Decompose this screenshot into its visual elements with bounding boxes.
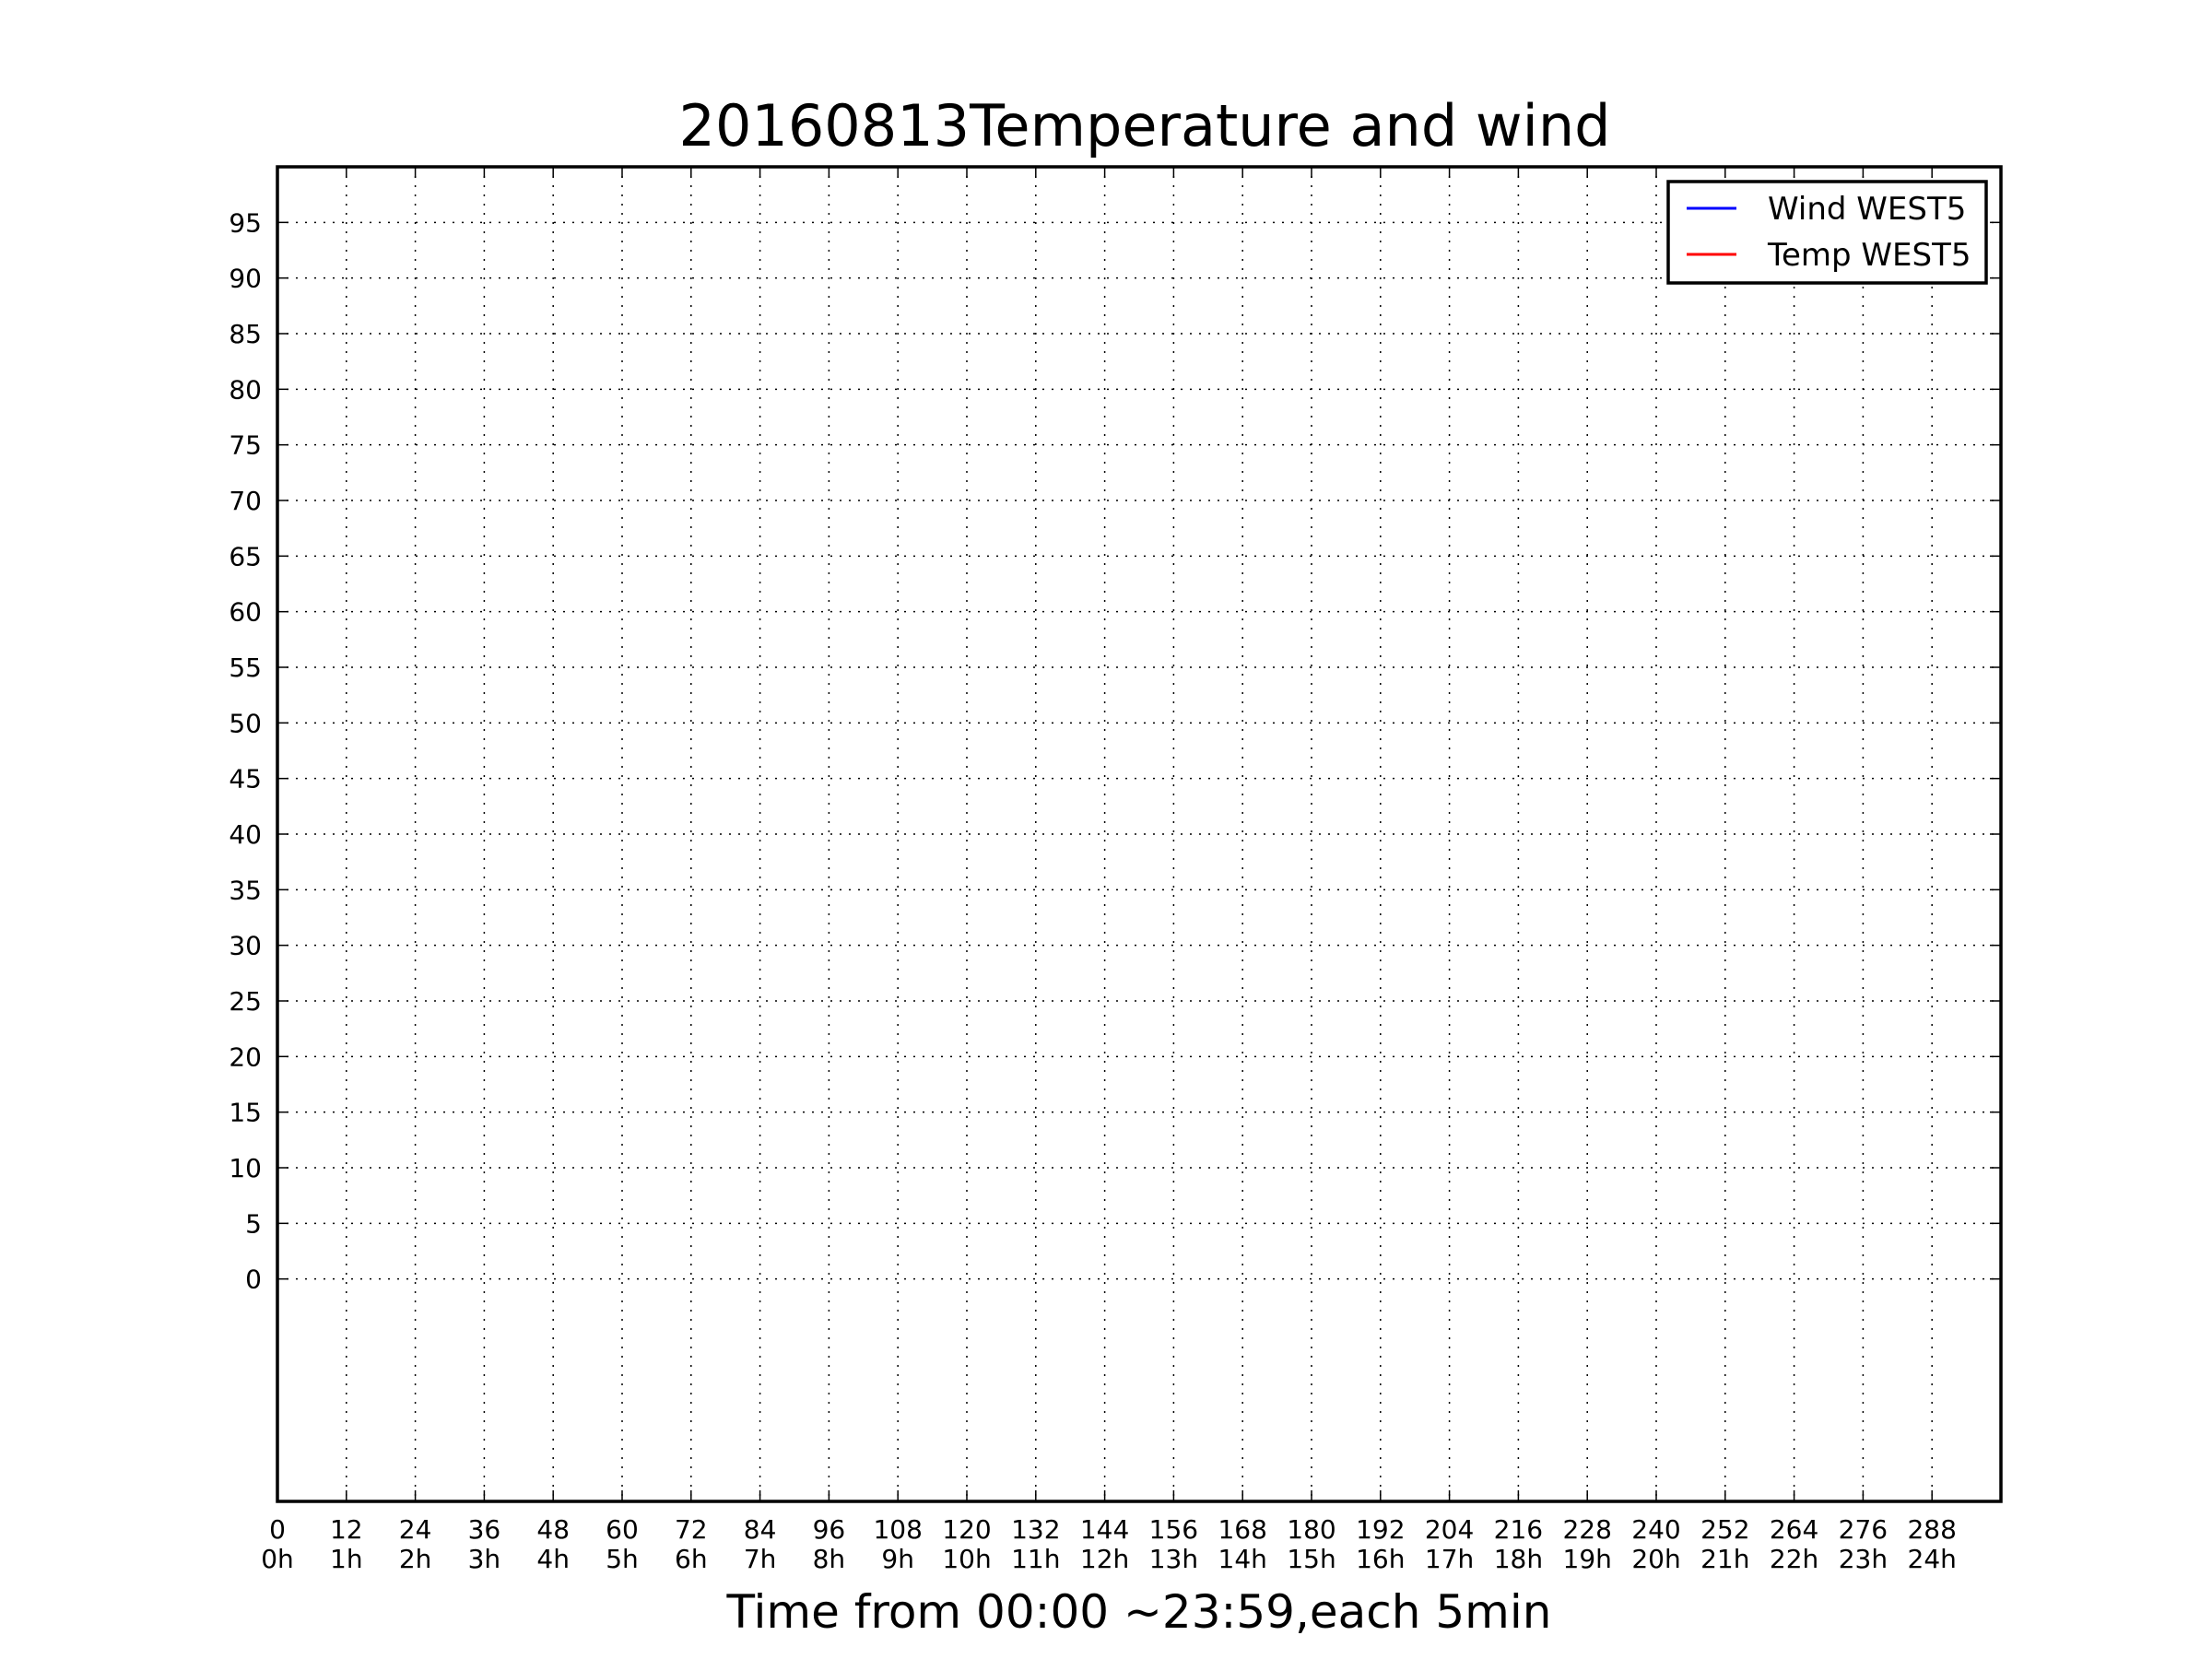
x-tick-label: 96	[813, 1514, 846, 1545]
axis-ticks: 00h121h242h363h484h605h726h847h968h1089h…	[229, 167, 2001, 1574]
legend-label-wind: Wind WEST5	[1768, 191, 1966, 228]
x-tick-label: 24	[399, 1514, 432, 1545]
y-tick-label: 10	[229, 1153, 262, 1183]
legend: Wind WEST5 Temp WEST5	[1666, 180, 1988, 285]
x-tick-sublabel: 2h	[399, 1544, 432, 1574]
y-tick-label: 65	[229, 541, 262, 571]
y-tick-label: 35	[229, 875, 262, 905]
x-tick-sublabel: 13h	[1149, 1544, 1198, 1574]
x-tick-sublabel: 18h	[1494, 1544, 1543, 1574]
x-tick-label: 120	[942, 1514, 991, 1545]
x-tick-label: 0	[269, 1514, 286, 1545]
y-tick-label: 45	[229, 764, 262, 794]
x-tick-sublabel: 6h	[675, 1544, 708, 1574]
x-tick-sublabel: 8h	[813, 1544, 846, 1574]
x-tick-sublabel: 12h	[1080, 1544, 1129, 1574]
y-tick-label: 0	[245, 1265, 262, 1295]
grid-lines	[277, 167, 2001, 1501]
x-tick-sublabel: 20h	[1631, 1544, 1680, 1574]
x-tick-sublabel: 9h	[881, 1544, 914, 1574]
y-tick-label: 40	[229, 819, 262, 850]
y-tick-label: 75	[229, 430, 262, 461]
x-tick-label: 276	[1839, 1514, 1888, 1545]
x-tick-label: 180	[1287, 1514, 1335, 1545]
x-tick-sublabel: 0h	[261, 1544, 294, 1574]
x-tick-label: 168	[1218, 1514, 1266, 1545]
legend-label-temp: Temp WEST5	[1767, 237, 1971, 274]
y-tick-label: 70	[229, 486, 262, 516]
x-tick-label: 216	[1494, 1514, 1543, 1545]
x-tick-label: 36	[468, 1514, 501, 1545]
y-tick-label: 25	[229, 986, 262, 1017]
y-tick-label: 80	[229, 374, 262, 405]
y-tick-label: 30	[229, 931, 262, 961]
x-tick-sublabel: 22h	[1770, 1544, 1818, 1574]
x-tick-label: 192	[1356, 1514, 1405, 1545]
x-tick-sublabel: 19h	[1563, 1544, 1612, 1574]
y-tick-label: 20	[229, 1041, 262, 1072]
x-tick-label: 204	[1425, 1514, 1474, 1545]
x-tick-sublabel: 24h	[1908, 1544, 1957, 1574]
y-tick-label: 15	[229, 1098, 262, 1128]
x-tick-label: 240	[1631, 1514, 1680, 1545]
y-tick-label: 85	[229, 319, 262, 349]
y-tick-label: 60	[229, 597, 262, 628]
x-tick-sublabel: 17h	[1425, 1544, 1474, 1574]
y-tick-label: 55	[229, 653, 262, 683]
y-tick-label: 5	[245, 1208, 262, 1239]
x-axis-label: Time from 00:00 ~23:59,each 5min	[726, 1585, 1552, 1639]
x-tick-label: 252	[1700, 1514, 1749, 1545]
y-tick-label: 90	[229, 264, 262, 294]
x-tick-label: 132	[1011, 1514, 1060, 1545]
x-tick-sublabel: 4h	[536, 1544, 570, 1574]
y-tick-label: 95	[229, 207, 262, 238]
x-tick-label: 72	[675, 1514, 708, 1545]
x-tick-sublabel: 1h	[330, 1544, 363, 1574]
x-tick-label: 48	[536, 1514, 570, 1545]
x-tick-sublabel: 14h	[1218, 1544, 1267, 1574]
x-tick-label: 156	[1149, 1514, 1198, 1545]
x-tick-sublabel: 3h	[468, 1544, 501, 1574]
x-tick-sublabel: 10h	[942, 1544, 991, 1574]
x-tick-label: 228	[1562, 1514, 1611, 1545]
x-tick-label: 12	[330, 1514, 363, 1545]
x-tick-sublabel: 11h	[1011, 1544, 1060, 1574]
x-tick-sublabel: 21h	[1700, 1544, 1749, 1574]
x-tick-label: 144	[1080, 1514, 1129, 1545]
plot-area-frame	[276, 165, 2003, 1503]
x-tick-label: 288	[1907, 1514, 1956, 1545]
x-tick-sublabel: 7h	[744, 1544, 777, 1574]
y-tick-label: 50	[229, 708, 262, 738]
x-tick-sublabel: 16h	[1356, 1544, 1405, 1574]
x-tick-sublabel: 15h	[1287, 1544, 1335, 1574]
x-tick-label: 108	[873, 1514, 922, 1545]
x-tick-label: 264	[1770, 1514, 1818, 1545]
x-tick-label: 60	[606, 1514, 639, 1545]
x-tick-sublabel: 23h	[1839, 1544, 1888, 1574]
x-tick-sublabel: 5h	[606, 1544, 639, 1574]
chart-title: 20160813Temperature and wind	[679, 92, 1611, 159]
x-tick-label: 84	[744, 1514, 777, 1545]
legend-box	[1666, 180, 1988, 285]
